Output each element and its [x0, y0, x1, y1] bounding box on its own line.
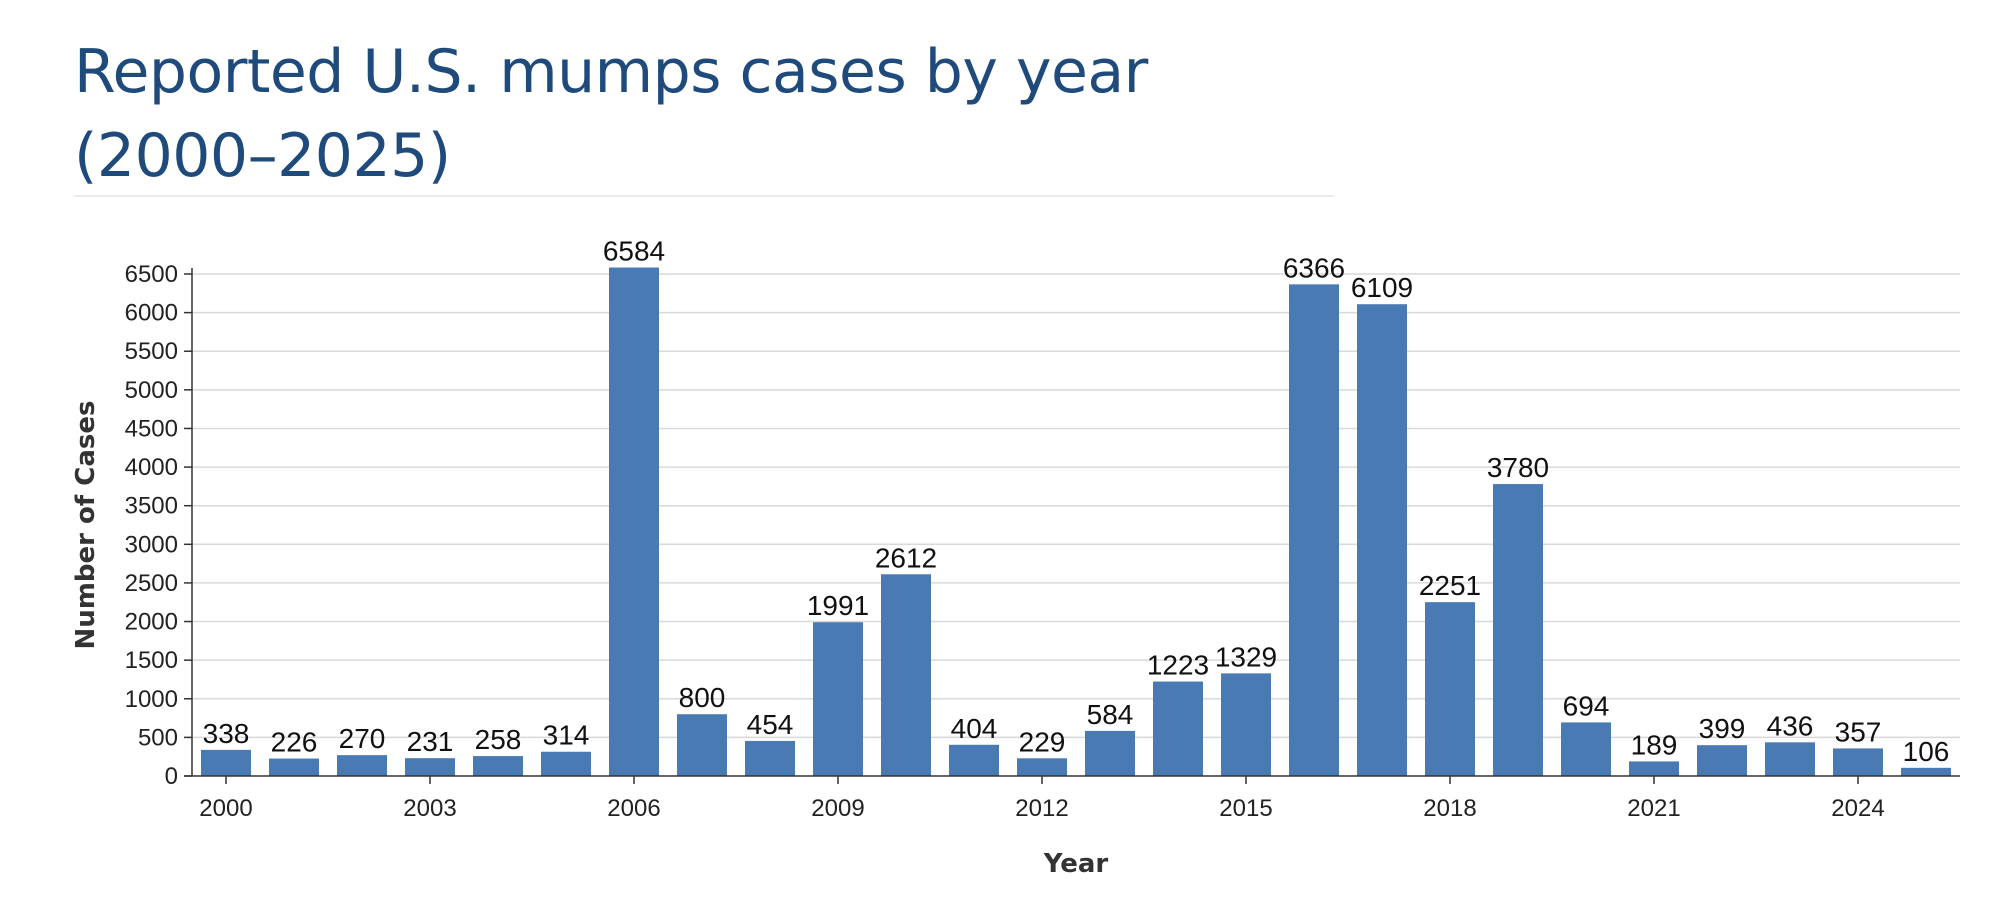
y-tick-label: 4500: [125, 415, 178, 442]
data-label: 189: [1631, 729, 1678, 760]
data-label: 3780: [1487, 452, 1549, 483]
data-label: 1991: [807, 590, 869, 621]
x-axis-title: Year: [1043, 849, 1109, 879]
data-label: 229: [1019, 726, 1066, 757]
bar-2009: [813, 622, 863, 776]
bar-2010: [881, 574, 931, 776]
data-label: 399: [1699, 713, 1746, 744]
x-tick-label: 2006: [607, 795, 660, 822]
bar-2004: [473, 756, 523, 776]
data-label: 404: [951, 713, 998, 744]
bar-2015: [1221, 673, 1271, 776]
data-label: 454: [747, 709, 794, 740]
data-label: 1223: [1147, 650, 1209, 681]
data-label: 6584: [603, 236, 665, 267]
y-tick-label: 5500: [125, 338, 178, 365]
data-label: 1329: [1215, 641, 1277, 672]
x-tick-label: 2009: [811, 795, 864, 822]
data-label: 258: [475, 724, 522, 755]
bar-2006: [609, 267, 659, 776]
data-label: 2251: [1419, 570, 1481, 601]
data-label: 6109: [1351, 272, 1413, 303]
bar-2008: [745, 740, 795, 776]
bar-2002: [337, 755, 387, 776]
y-tick-label: 3500: [125, 493, 178, 520]
y-axis-title: Number of Cases: [71, 401, 101, 650]
y-tick-label: 2000: [125, 609, 178, 636]
y-tick-label: 5000: [125, 377, 178, 404]
data-label: 436: [1767, 710, 1814, 741]
bar-2018: [1425, 602, 1475, 776]
x-tick-label: 2018: [1423, 795, 1476, 822]
bar-2005: [541, 751, 591, 776]
x-tick-label: 2000: [199, 795, 252, 822]
y-tick-label: 6500: [125, 261, 178, 288]
bar-2001: [269, 758, 319, 776]
y-tick-label: 0: [165, 763, 178, 790]
data-label: 338: [203, 718, 250, 749]
bar-2025: [1901, 767, 1951, 776]
bar-2021: [1629, 761, 1679, 776]
y-tick-label: 2500: [125, 570, 178, 597]
data-label: 584: [1087, 699, 1134, 730]
chart-title: Reported U.S. mumps cases by year (2000–…: [74, 37, 1148, 191]
y-tick-label: 500: [138, 724, 178, 751]
y-tick-label: 6000: [125, 300, 178, 327]
y-tick-label: 1500: [125, 647, 178, 674]
data-label: 357: [1835, 716, 1882, 747]
data-label: 6366: [1283, 252, 1345, 283]
data-label: 270: [339, 723, 386, 754]
y-tick-label: 3000: [125, 531, 178, 558]
x-tick-label: 2003: [403, 795, 456, 822]
data-label: 694: [1563, 690, 1610, 721]
x-tick-label: 2015: [1219, 795, 1272, 822]
x-tick-label: 2012: [1015, 795, 1068, 822]
bar-2023: [1765, 742, 1815, 776]
data-label: 106: [1903, 736, 1950, 767]
bar-2012: [1017, 758, 1067, 776]
bar-2019: [1493, 484, 1543, 776]
axes: 0 500 1000 1500 2000 2500 3000 3500 4000 4500 5000…: [125, 261, 1960, 822]
data-label: 800: [679, 682, 726, 713]
title-divider: [74, 195, 1334, 197]
bar-2011: [949, 744, 999, 776]
gridlines: [192, 273, 1960, 739]
x-tick-label: 2021: [1627, 795, 1680, 822]
bar-2003: [405, 758, 455, 776]
data-label: 231: [407, 726, 454, 757]
data-label: 226: [271, 727, 318, 758]
bar-2020: [1561, 722, 1611, 776]
bar-2013: [1085, 730, 1135, 776]
x-tick-label: 2024: [1831, 795, 1884, 822]
bar-2024: [1833, 748, 1883, 776]
data-label: 2612: [875, 542, 937, 573]
bar-2000: [201, 749, 251, 776]
y-tick-label: 4000: [125, 454, 178, 481]
data-label: 314: [543, 720, 590, 751]
bar-2022: [1697, 745, 1747, 776]
bar-2007: [677, 714, 727, 776]
bar-2014: [1153, 681, 1203, 776]
bar-2016: [1289, 284, 1339, 776]
y-tick-label: 1000: [125, 686, 178, 713]
bars: [201, 267, 1951, 776]
bar-2017: [1357, 304, 1407, 776]
